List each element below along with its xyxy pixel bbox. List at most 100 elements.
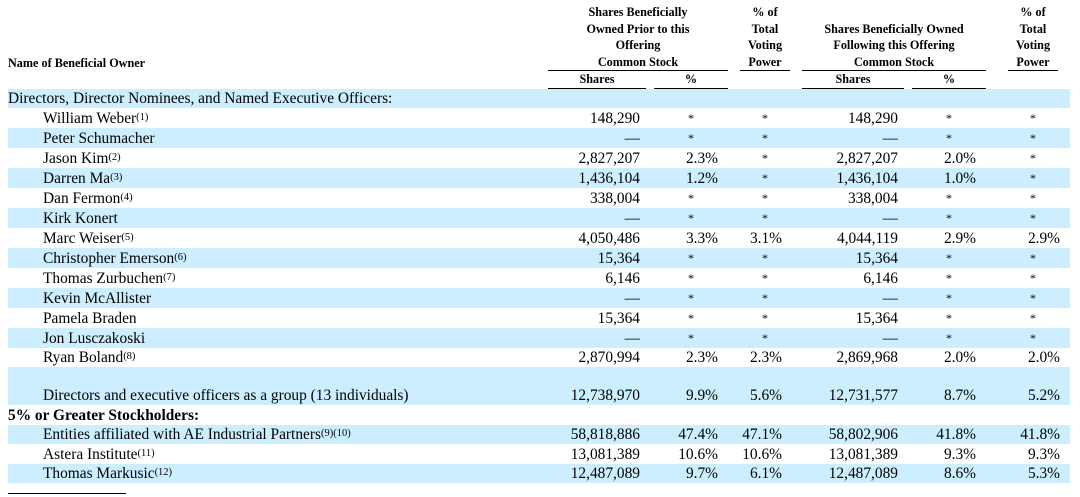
following-shares: — [802,208,912,228]
following-pct: 2.0% [943,150,976,167]
prior-pct-header: % [654,71,728,89]
spacer [792,424,802,444]
following-pct: * [946,270,952,285]
following-pct: * [946,111,952,125]
footnote-ref: (1) [136,112,149,123]
prior-shares-header: Shares [548,71,654,89]
table-row: Kirk Konert — * * — * * [8,208,1070,228]
subheader-row: Shares % Shares % [8,71,1070,89]
footnote-ref: (6) [174,251,187,263]
prior-pct: * [654,247,728,268]
prior-pct: * [654,128,728,148]
owner-name: Dan Fermon(4) [43,190,133,207]
spacer [728,348,738,368]
spacer [792,108,802,128]
following-group-title: Shares Beneficially Owned Following this… [824,21,964,53]
following-shares-header: Shares [802,71,912,89]
spacer [986,327,996,348]
following-pct: * [912,247,986,268]
table-row: Thomas Markusic(12) 12,487,089 9.7% 6.1% 12,… [8,463,1070,483]
prior-voting-power: * [762,270,768,285]
table-row: Marc Weiser(5) 4,050,486 3.3% 3.1% 4,044,119… [8,228,1070,248]
prior-shares: 2,827,207 [578,150,640,167]
owner-name: Marc Weiser(5) [43,229,134,247]
table-row: Peter Schumacher — * * — * * [8,128,1070,148]
following-voting-power: 2.9% [1027,229,1060,247]
following-shares: — [802,128,912,148]
prior-group-title: Shares Beneficially Owned Prior to this … [586,5,690,52]
following-voting-power: * [996,128,1070,148]
owner-name: William Weber(1) [43,110,149,127]
prior-voting-power: 5.6% [738,367,792,405]
spacer [792,208,802,228]
spacer [728,228,738,248]
spacer [728,188,738,208]
following-voting-power: * [1030,270,1036,285]
following-shares: 6,146 [863,269,898,287]
spacer [986,367,996,405]
spacer [792,367,802,405]
spacer [986,148,996,168]
prior-pct: 2.3% [685,349,718,366]
prior-pct: * [654,287,728,308]
spacer [728,287,738,308]
spacer [728,268,738,288]
footnote-divider [8,493,126,494]
section-title: Directors, Director Nominees, and Named … [8,88,1070,108]
prior-pct: * [654,208,728,228]
spacer [792,463,802,483]
prior-pct: * [688,111,694,125]
following-voting-power: * [996,168,1070,188]
owner-name: Pamela Braden [43,309,137,327]
prior-shares: — [548,208,654,228]
table-row: Pamela Braden 15,364 * * 15,364 * * [8,308,1070,328]
following-voting-power: * [1030,111,1036,125]
name-column-header: Name of Beneficial Owner [8,55,146,70]
following-shares: — [802,327,912,348]
table-row: William Weber(1) 148,290 * * 148,290 * * [8,108,1070,128]
following-voting-power: * [1030,191,1036,205]
owner-name: Jon Lusczakoski [8,327,548,348]
spacer [792,168,802,188]
prior-shares: 4,050,486 [578,229,640,247]
following-pct: 8.7% [912,367,986,405]
table-row: Jon Lusczakoski — * * — * * [8,327,1070,348]
owner-name: Kevin McAllister [8,287,548,308]
following-pct: 8.6% [912,463,986,483]
footnote-ref: (8) [123,351,136,362]
spacer [728,444,738,464]
following-shares: 1,436,104 [802,168,912,188]
prior-shares: — [548,128,654,148]
prior-voting-power: 3.1% [749,229,782,247]
footnote-ref: (12) [154,467,173,478]
spacer [986,108,996,128]
spacer [728,208,738,228]
prior-voting-power: * [738,287,792,308]
following-voting-power: * [996,247,1070,268]
beneficial-ownership-table: Name of Beneficial Owner Shares Benefici… [8,4,1070,483]
prior-pct: * [654,327,728,348]
prior-voting-power: * [738,168,792,188]
prior-shares: 2,870,994 [578,349,640,366]
spacer [792,247,802,268]
section-header-row: 5% or Greater Stockholders: [8,405,1070,425]
following-voting-power: 41.8% [996,424,1070,444]
prior-voting-power: * [738,128,792,148]
prior-voting-header: % of Total Voting Power [738,4,792,71]
spacer [728,168,738,188]
table-row: Entities affiliated with AE Industrial P… [8,424,1070,444]
prior-voting-power: * [738,208,792,228]
spacer [792,327,802,348]
prior-pct: 10.6% [678,445,718,463]
prior-shares: 12,487,089 [548,463,654,483]
spacer [728,128,738,148]
prior-pct: 2.3% [685,150,718,167]
prior-shares: — [548,287,654,308]
footnote-ref: (11) [137,447,155,459]
prior-shares: 58,818,886 [548,424,654,444]
following-voting-power: 5.2% [996,367,1070,405]
prior-pct: 9.7% [654,463,728,483]
spacer [728,367,738,405]
section-title: 5% or Greater Stockholders: [8,406,200,424]
prior-group-header: Shares Beneficially Owned Prior to this … [548,4,728,71]
